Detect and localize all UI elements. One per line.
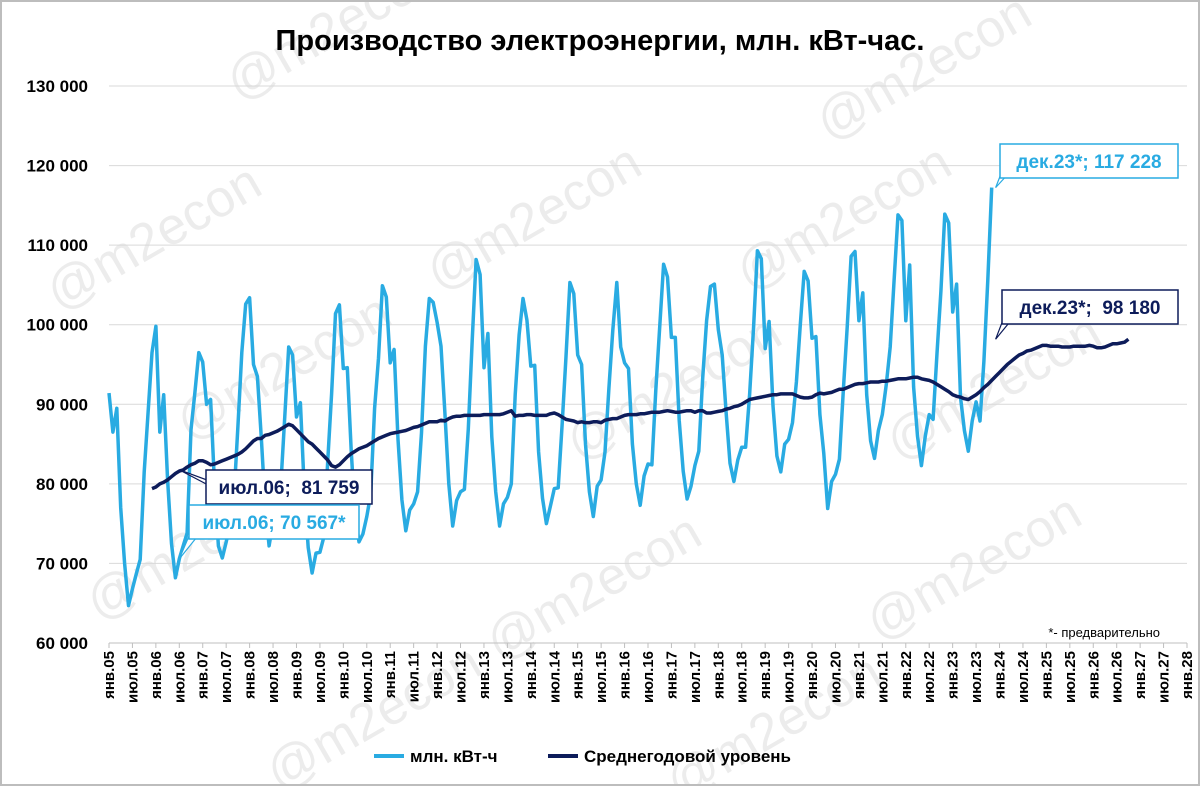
x-tick-label: янв.19 (757, 651, 774, 699)
annotations-layer: дек.23*; 117 228 дек.23*; 98 180 июл.06; 8… (178, 143, 1179, 560)
x-tick-label: янв.07 (195, 651, 212, 699)
x-tick-label: янв.28 (1179, 651, 1196, 699)
x-tick-label: июл.22 (921, 651, 938, 703)
x-tick-label: янв.13 (476, 651, 493, 699)
y-axis-ticks: 60 000 70 000 80 000 90 000 100 000 110 000 12… (27, 77, 88, 653)
x-tick-label: янв.05 (101, 651, 118, 699)
watermark-text: @m2econ (556, 303, 791, 472)
x-tick-label: июл.06 (171, 651, 188, 703)
x-tick-label: янв.27 (1132, 651, 1149, 699)
x-tick-label: июл.14 (546, 650, 563, 703)
x-tick-label: июл.16 (640, 651, 657, 703)
x-tick-label: янв.21 (851, 651, 868, 699)
x-tick-label: янв.26 (1085, 651, 1102, 699)
x-axis: янв.05 июл.05 янв.06 июл.06 янв.07 июл.07 янв.… (101, 642, 1196, 703)
x-tick-label: июл.18 (734, 651, 751, 703)
x-tick-label: янв.11 (382, 651, 399, 698)
callout-box (205, 469, 373, 505)
y-tick-label: 130 000 (27, 77, 88, 96)
x-tick-label: янв.12 (429, 651, 446, 699)
y-tick-label: 80 000 (36, 475, 88, 494)
x-tick-label: июл.27 (1156, 651, 1173, 703)
y-tick-label: 90 000 (36, 395, 88, 414)
legend-label: Среднегодовой уровень (584, 747, 791, 766)
x-tick-label: янв.15 (570, 651, 587, 699)
x-tick-label: июл.17 (687, 651, 704, 703)
x-tick-label: июл.25 (1062, 651, 1079, 703)
callout-label: июл.06; 81 759 (219, 478, 360, 499)
legend-item: Среднегодовой уровень (548, 747, 791, 766)
x-tick-label: июл.26 (1109, 651, 1126, 703)
x-tick-label: янв.09 (288, 651, 305, 699)
callout-label: дек.23*; 117 228 (1016, 152, 1161, 173)
annotation-callout: июл.06; 70 567* (178, 504, 360, 560)
x-tick-label: янв.10 (335, 651, 352, 699)
x-tick-label: янв.18 (710, 651, 727, 699)
x-tick-label: янв.20 (804, 651, 821, 699)
y-tick-label: 110 000 (27, 236, 88, 255)
legend-item: млн. кВт-ч (374, 747, 498, 766)
x-tick-label: июл.19 (781, 651, 798, 703)
y-tick-label: 70 000 (36, 554, 88, 573)
x-tick-label: июл.09 (312, 651, 329, 703)
x-tick-label: янв.16 (617, 651, 634, 699)
x-tick-label: июл.05 (124, 651, 141, 703)
watermark-text: @m2econ (476, 503, 711, 672)
series-line-annual-average (151, 337, 1130, 491)
x-tick-label: июл.13 (499, 651, 516, 703)
x-tick-label: янв.23 (945, 651, 962, 699)
y-tick-label: 120 000 (27, 157, 88, 176)
x-tick-label: янв.24 (992, 650, 1009, 699)
x-tick-label: янв.17 (663, 651, 680, 699)
x-tick-label: июл.12 (453, 651, 470, 703)
callout-label: июл.06; 70 567* (202, 513, 346, 534)
annotation-callout: июл.06; 81 759 (179, 469, 373, 505)
watermark-text: @m2econ (416, 133, 651, 302)
x-tick-label: янв.25 (1038, 651, 1055, 699)
x-tick-label: июл.15 (593, 651, 610, 703)
x-tick-label: янв.06 (148, 651, 165, 699)
y-tick-label: 100 000 (27, 316, 88, 335)
annotation-callout: дек.23*; 117 228 (995, 143, 1179, 189)
x-tick-label: июл.20 (827, 651, 844, 703)
x-tick-label: июл.10 (359, 651, 376, 703)
callout-box (999, 143, 1179, 179)
x-tick-label: янв.22 (898, 651, 915, 699)
y-tick-label: 60 000 (36, 634, 88, 653)
legend-label: млн. кВт-ч (410, 747, 498, 766)
x-tick-label: июл.11 (406, 651, 423, 702)
annotation-callout: дек.23*; 98 180 (995, 289, 1179, 340)
chart-title: Производство электроэнергии, млн. кВт-ча… (276, 25, 925, 57)
x-tick-label: июл.07 (218, 651, 235, 703)
callout-box (1001, 289, 1179, 325)
x-tick-label: июл.24 (1015, 650, 1032, 703)
x-tick-label: июл.21 (874, 651, 891, 703)
legend: млн. кВт-ч Среднегодовой уровень (374, 747, 791, 766)
footnote: *- предварительно (1048, 625, 1160, 640)
x-tick-label: июл.23 (968, 651, 985, 703)
callout-label: дек.23*; 98 180 (1020, 298, 1161, 319)
series-line-monthly (107, 187, 994, 608)
x-tick-label: янв.08 (242, 651, 259, 699)
series-layer (107, 187, 1130, 608)
x-tick-label: июл.08 (265, 651, 282, 703)
x-tick-label: янв.14 (523, 650, 540, 699)
callout-box (188, 504, 360, 540)
